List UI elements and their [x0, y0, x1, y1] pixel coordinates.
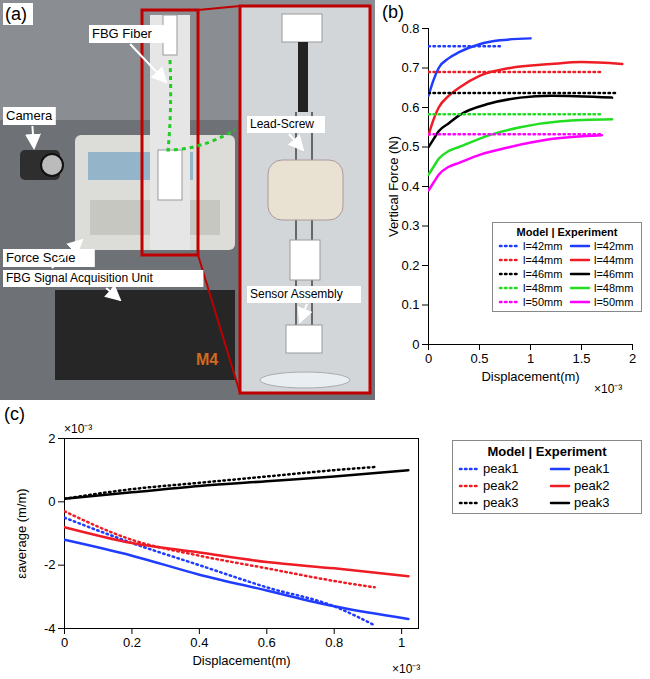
- html-text:peak2: peak2: [574, 478, 610, 493]
- html-text:×10⁻³: ×10⁻³: [392, 662, 421, 676]
- svg-text:Displacement(m): Displacement(m): [481, 369, 579, 384]
- svg-text:FBG Fiber: FBG Fiber: [92, 26, 153, 41]
- html-text:l=46mm: l=46mm: [594, 268, 634, 280]
- svg-text:2: 2: [629, 351, 636, 366]
- svg-text:0.4: 0.4: [401, 179, 419, 194]
- svg-text:Displacement(m): Displacement(m): [192, 653, 290, 668]
- html-text:×10⁻³: ×10⁻³: [594, 382, 623, 396]
- svg-text:0.2: 0.2: [123, 635, 141, 650]
- svg-text:0: 0: [48, 494, 55, 509]
- html-text:l=42mm: l=42mm: [594, 240, 634, 252]
- svg-text:2: 2: [48, 431, 55, 446]
- html-text:×10⁻³: ×10⁻³: [64, 422, 93, 436]
- html-text:l=42mm: l=42mm: [523, 240, 563, 252]
- svg-text:(a): (a): [5, 4, 27, 24]
- svg-text:0.6: 0.6: [401, 100, 419, 115]
- svg-text:0.6: 0.6: [258, 635, 276, 650]
- svg-text:Lead-Screw: Lead-Screw: [250, 117, 314, 131]
- svg-text:0.8: 0.8: [401, 21, 419, 36]
- html-text:Model | Experiment: Model | Experiment: [487, 444, 607, 459]
- html-text:Model | Experiment: Model | Experiment: [516, 226, 618, 238]
- svg-text:1: 1: [527, 351, 534, 366]
- html-text:peak2: peak2: [483, 478, 519, 493]
- svg-text:0.3: 0.3: [401, 218, 419, 233]
- svg-text:εaverage (m/m): εaverage (m/m): [14, 488, 29, 578]
- svg-text:0: 0: [61, 635, 68, 650]
- svg-text:Force Scale: Force Scale: [6, 250, 75, 265]
- html-text:(b): (b): [382, 2, 404, 22]
- svg-text:Sensor Assembly: Sensor Assembly: [250, 287, 343, 301]
- html-text:l=50mm: l=50mm: [594, 296, 634, 308]
- html-text:l=44mm: l=44mm: [594, 254, 634, 266]
- svg-text:0.8: 0.8: [325, 635, 343, 650]
- svg-text:0: 0: [412, 337, 419, 352]
- html-text:l=46mm: l=46mm: [523, 268, 563, 280]
- html-text:l=44mm: l=44mm: [523, 254, 563, 266]
- html-text:l=48mm: l=48mm: [523, 282, 563, 294]
- svg-text:0.4: 0.4: [190, 635, 208, 650]
- svg-text:0.5: 0.5: [401, 139, 419, 154]
- svg-text:Vertical Force (N): Vertical Force (N): [386, 136, 401, 237]
- html-text:l=48mm: l=48mm: [594, 282, 634, 294]
- html-text:peak3: peak3: [574, 495, 610, 510]
- svg-text:-2: -2: [44, 557, 56, 572]
- html-text:peak3: peak3: [483, 495, 519, 510]
- svg-text:0.5: 0.5: [470, 351, 488, 366]
- svg-text:1: 1: [398, 635, 405, 650]
- svg-text:-4: -4: [44, 621, 56, 636]
- html-text:peak1: peak1: [574, 461, 610, 476]
- svg-text:FBG Signal Acquisition Unit: FBG Signal Acquisition Unit: [6, 271, 153, 285]
- svg-text:0: 0: [425, 351, 432, 366]
- svg-text:0.2: 0.2: [401, 258, 419, 273]
- svg-text:0.1: 0.1: [401, 297, 419, 312]
- svg-text:1.5: 1.5: [572, 351, 590, 366]
- html-text:(c): (c): [4, 404, 25, 424]
- html-text:l=50mm: l=50mm: [523, 296, 563, 308]
- svg-text:M4: M4: [196, 351, 218, 368]
- svg-text:0.7: 0.7: [401, 60, 419, 75]
- svg-text:Camera: Camera: [6, 108, 53, 123]
- html-text:peak1: peak1: [483, 461, 519, 476]
